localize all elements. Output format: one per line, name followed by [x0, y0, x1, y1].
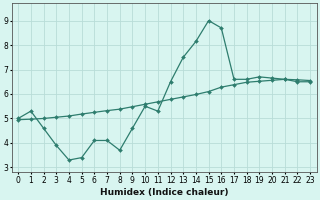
X-axis label: Humidex (Indice chaleur): Humidex (Indice chaleur) [100, 188, 228, 197]
